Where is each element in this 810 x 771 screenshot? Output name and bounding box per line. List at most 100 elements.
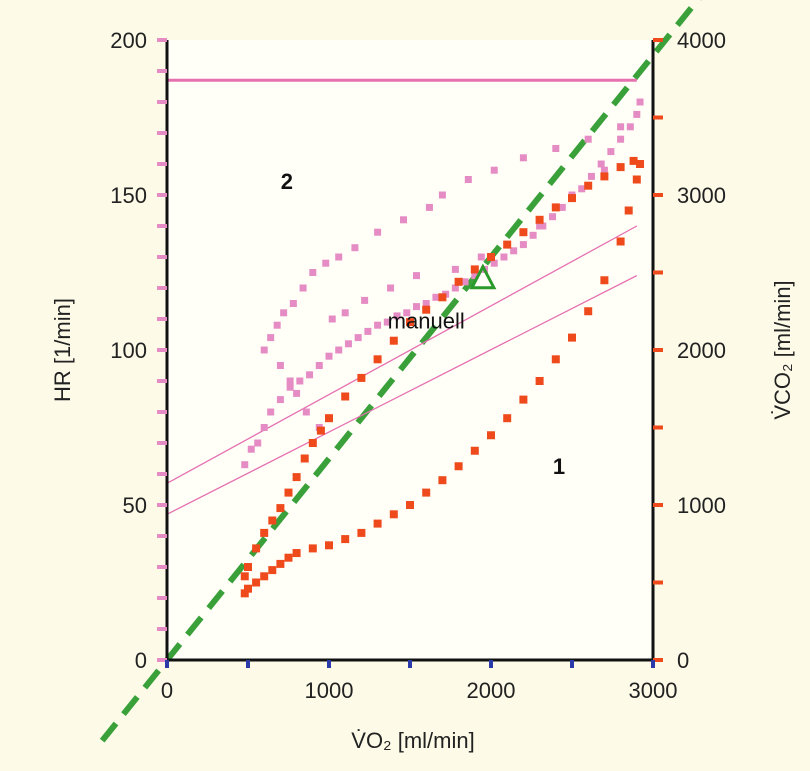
vco2-point-16 bbox=[438, 476, 447, 485]
hr-point-69 bbox=[464, 176, 472, 183]
hr-point-20 bbox=[422, 300, 430, 307]
vco2-point-24 bbox=[568, 333, 576, 342]
vco2-point-31 bbox=[240, 572, 249, 581]
vco2-point-4 bbox=[268, 566, 277, 575]
vco2-point-41 bbox=[316, 426, 325, 435]
tick-marks bbox=[157, 38, 663, 668]
hr-point-30 bbox=[519, 241, 527, 249]
hr-point-34 bbox=[558, 203, 566, 211]
hr-point-9 bbox=[315, 362, 323, 369]
hr-point-63 bbox=[387, 284, 395, 292]
hr-point-37 bbox=[587, 172, 595, 180]
vco2-point-60 bbox=[616, 163, 625, 172]
vco2-point-49 bbox=[438, 293, 447, 302]
left-tick-label-3: 150 bbox=[110, 183, 147, 208]
hr-point-52 bbox=[299, 284, 307, 292]
vco2-point-59 bbox=[600, 172, 609, 181]
hr-point-46 bbox=[273, 321, 281, 329]
hr-point-64 bbox=[400, 216, 408, 224]
vco2-point-2 bbox=[252, 578, 261, 587]
hr-point-10 bbox=[325, 352, 333, 360]
hr-point-4 bbox=[267, 408, 275, 416]
hr-point-70 bbox=[477, 253, 485, 261]
hr-fit-lower-line bbox=[166, 275, 638, 515]
vco2-point-0 bbox=[240, 589, 249, 598]
hr-point-57 bbox=[328, 315, 336, 323]
vco2-point-7 bbox=[292, 549, 301, 558]
hr-point-58 bbox=[335, 253, 343, 261]
hr-point-50 bbox=[289, 300, 297, 307]
hr-point-39 bbox=[607, 148, 615, 156]
hr-point-62 bbox=[374, 228, 382, 236]
vco2-point-40 bbox=[308, 439, 317, 447]
hr-point-56 bbox=[322, 259, 330, 267]
hr-point-0 bbox=[241, 461, 249, 469]
vco2-point-20 bbox=[503, 414, 512, 423]
vco2-point-42 bbox=[325, 414, 333, 423]
vco2-point-44 bbox=[357, 373, 366, 382]
left-tick-label-2: 100 bbox=[110, 338, 147, 363]
vco2-point-13 bbox=[389, 510, 398, 519]
vco2-point-15 bbox=[422, 488, 431, 497]
x-tick-label-0: 0 bbox=[161, 678, 173, 703]
hr-point-8 bbox=[306, 371, 314, 379]
hr-point-1 bbox=[247, 445, 255, 453]
region-label-1: 1 bbox=[553, 454, 565, 479]
vco2-point-27 bbox=[616, 237, 625, 246]
vco2-point-57 bbox=[568, 194, 576, 203]
right-tick-label-2: 2000 bbox=[677, 338, 726, 363]
hr-point-24 bbox=[461, 278, 469, 286]
hr-point-49 bbox=[286, 377, 294, 385]
hr-point-66 bbox=[425, 203, 433, 211]
vco2-point-38 bbox=[292, 473, 301, 482]
hr-point-25 bbox=[471, 272, 479, 280]
vco2-point-8 bbox=[308, 544, 317, 553]
hr-point-75 bbox=[552, 145, 560, 152]
vco2-point-52 bbox=[487, 253, 495, 261]
hr-point-33 bbox=[549, 213, 557, 221]
vco2-point-5 bbox=[276, 559, 285, 568]
vco2-point-29 bbox=[632, 175, 641, 184]
vco2-point-32 bbox=[244, 563, 252, 571]
hr-point-68 bbox=[451, 265, 459, 273]
hr-point-43 bbox=[636, 98, 644, 106]
vco2-point-46 bbox=[389, 336, 398, 345]
data-points bbox=[240, 98, 645, 598]
y-right-axis-title: V̇CO₂ [ml/min] bbox=[770, 280, 795, 419]
hr-point-28 bbox=[500, 253, 508, 261]
vco2-point-39 bbox=[300, 454, 309, 463]
vco2-point-48 bbox=[422, 305, 431, 314]
vco2-point-45 bbox=[373, 355, 382, 364]
vco2-point-1 bbox=[244, 584, 252, 593]
hr-point-36 bbox=[578, 185, 586, 193]
right-tick-label-1: 1000 bbox=[677, 493, 726, 518]
hr-point-29 bbox=[510, 247, 518, 255]
vco2-point-10 bbox=[341, 535, 350, 544]
hr-point-71 bbox=[490, 166, 498, 174]
left-tick-label-1: 50 bbox=[123, 493, 147, 518]
annotations: manuell 2 1 bbox=[281, 169, 565, 479]
right-tick-label-4: 4000 bbox=[677, 28, 726, 53]
vco2-point-25 bbox=[584, 307, 593, 316]
threshold-marker bbox=[469, 263, 497, 290]
vco2-point-9 bbox=[325, 541, 333, 550]
hr-point-67 bbox=[438, 191, 446, 199]
vco2-point-19 bbox=[487, 431, 495, 440]
hr-point-6 bbox=[286, 383, 294, 391]
vco2-point-54 bbox=[519, 228, 528, 237]
vco2-point-43 bbox=[341, 392, 350, 401]
hr-point-15 bbox=[374, 321, 382, 329]
diagonal-line bbox=[99, 0, 702, 743]
hr-point-27 bbox=[490, 259, 498, 267]
vco2-point-30 bbox=[636, 160, 645, 168]
x-tick-label-1: 1000 bbox=[305, 678, 354, 703]
hr-point-7 bbox=[296, 377, 304, 385]
x-axis-title: V̇O₂ [ml/min] bbox=[351, 728, 474, 753]
vco2-point-35 bbox=[268, 516, 277, 525]
hr-point-79 bbox=[617, 123, 625, 131]
reference-lines bbox=[99, 0, 702, 743]
hr-point-44 bbox=[260, 346, 268, 354]
hr-point-47 bbox=[276, 362, 284, 369]
